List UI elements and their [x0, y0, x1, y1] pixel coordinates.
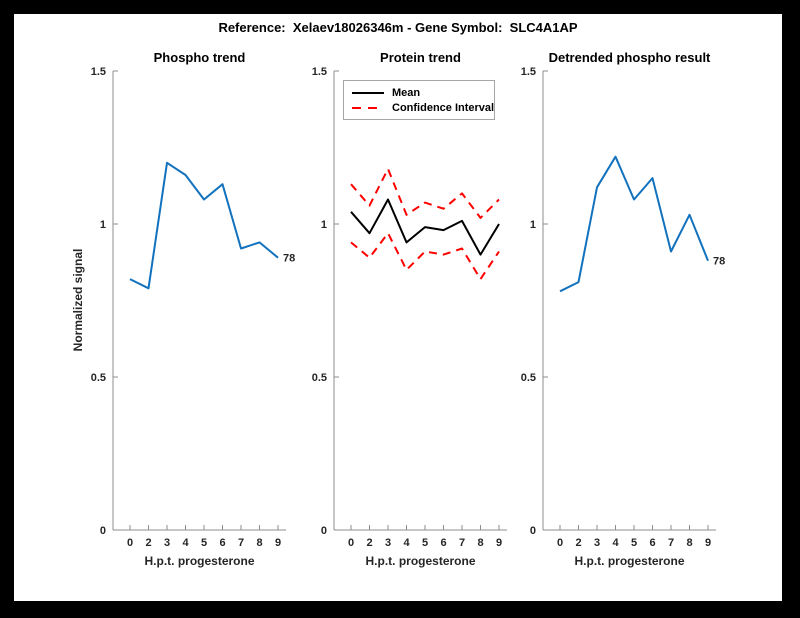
plot-title-detrended-phospho: Detrended phospho result [548, 50, 711, 65]
legend-item-confidence-interval: Confidence Interval [352, 100, 494, 115]
x-tick-label: 7 [668, 537, 674, 549]
series-mean [350, 198, 500, 256]
x-tick-label: 9 [705, 537, 711, 549]
x-tick-label: 3 [385, 537, 391, 549]
y-tick-label: 1.5 [312, 66, 327, 78]
y-tick-label: 0 [530, 525, 536, 537]
legend-label-mean: Mean [392, 86, 421, 99]
series-end-label: 78 [283, 253, 295, 265]
plot-1: 00.511.50 2 3 4 5 6 7 8 9 [312, 66, 507, 549]
x-tick-label: 7 [238, 537, 244, 549]
x-tick-label: 0 [127, 537, 133, 549]
figure-canvas: Reference: Xelaev18026346m - Gene Symbol… [14, 14, 782, 601]
plot-title-phospho-trend: Phospho trend [153, 50, 246, 65]
y-axis-label-normalized-signal: Normalized signal [71, 248, 85, 352]
x-tick-label: 8 [686, 537, 692, 549]
series-detrended-phospho-signal [559, 155, 709, 293]
x-tick-label: 9 [496, 537, 502, 549]
x-tick-label: 5 [631, 537, 637, 549]
y-tick-label: 1.5 [91, 66, 106, 78]
series-phospho-signal [129, 161, 279, 290]
legend: Mean Confidence Interval [343, 80, 495, 120]
y-tick-label: 1 [321, 219, 327, 231]
x-tick-label: 9 [275, 537, 281, 549]
x-tick-label: 0 [348, 537, 354, 549]
legend-item-mean: Mean [352, 85, 488, 100]
x-tick-label: 8 [256, 537, 262, 549]
mean-line-swatch-icon [352, 91, 384, 94]
x-axis-label-detrended: H.p.t. progesterone [574, 554, 685, 568]
x-tick-label: 5 [422, 537, 428, 549]
x-axis-label-phospho: H.p.t. progesterone [144, 554, 255, 568]
x-tick-label: 4 [612, 537, 619, 549]
x-tick-label: 5 [201, 537, 207, 549]
x-tick-label: 2 [145, 537, 151, 549]
y-tick-label: 0.5 [521, 372, 536, 384]
legend-label-confidence-interval: Confidence Interval [392, 101, 495, 114]
y-tick-label: 0 [100, 525, 106, 537]
y-tick-label: 0 [321, 525, 327, 537]
x-tick-label: 3 [594, 537, 600, 549]
plot-2: 00.511.50 2 3 4 5 6 7 8 978 [521, 66, 726, 549]
y-tick-label: 1 [100, 219, 106, 231]
y-tick-label: 1.5 [521, 66, 536, 78]
x-tick-label: 4 [182, 537, 189, 549]
x-tick-label: 6 [440, 537, 446, 549]
x-tick-label: 6 [219, 537, 225, 549]
confidence-interval-line-swatch-icon [352, 106, 384, 109]
x-tick-label: 8 [477, 537, 483, 549]
x-tick-label: 3 [164, 537, 170, 549]
y-tick-label: 0.5 [312, 372, 327, 384]
x-tick-label: 7 [459, 537, 465, 549]
x-tick-label: 0 [557, 537, 563, 549]
y-tick-label: 1 [530, 219, 536, 231]
series-confidence-lower [350, 232, 500, 281]
x-axis-label-protein: H.p.t. progesterone [365, 554, 476, 568]
y-tick-label: 0.5 [91, 372, 106, 384]
x-tick-label: 6 [649, 537, 655, 549]
series-end-label: 78 [713, 256, 725, 268]
series-confidence-upper [350, 167, 500, 219]
plot-title-protein-trend: Protein trend [380, 50, 461, 65]
x-tick-label: 4 [403, 537, 410, 549]
x-tick-label: 2 [366, 537, 372, 549]
plot-0: 00.511.50 2 3 4 5 6 7 8 978 [91, 66, 296, 549]
x-tick-label: 2 [575, 537, 581, 549]
figure-title: Reference: Xelaev18026346m - Gene Symbol… [218, 20, 578, 35]
